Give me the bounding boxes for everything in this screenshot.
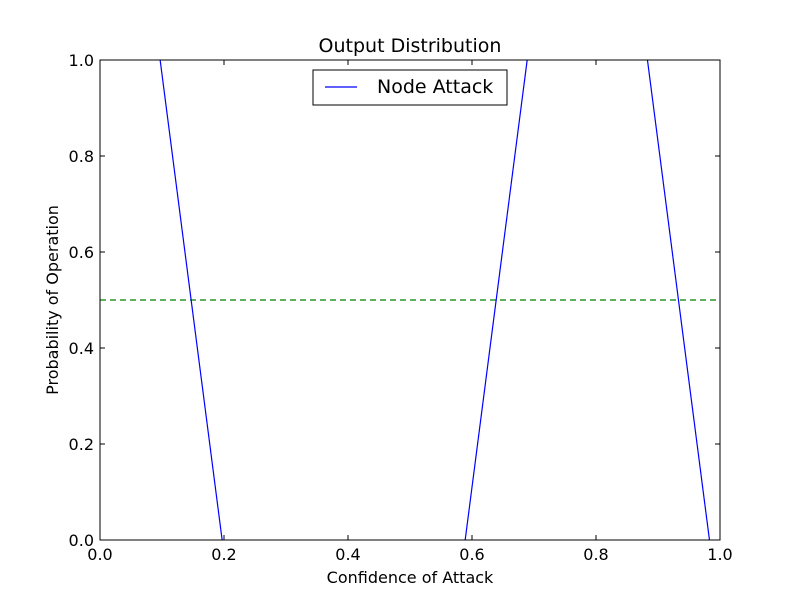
ticks-layer: 0.0 0.2 0.4 0.6 0.8 1.0 0.0 0.2 0.4 0.6 0.8 1.0 bbox=[69, 51, 733, 564]
x-axis-label: Confidence of Attack bbox=[327, 568, 494, 587]
series-line-0-segment-2 bbox=[646, 60, 711, 540]
plot-area: 0.0 0.2 0.4 0.6 0.8 1.0 0.0 0.2 0.4 0.6 0.8 1.0 bbox=[69, 51, 733, 564]
x-tick-label-2: 0.4 bbox=[335, 545, 360, 564]
x-tick-label-3: 0.6 bbox=[459, 545, 484, 564]
y-tick-label-5: 1.0 bbox=[69, 51, 94, 70]
y-tick-label-3: 0.6 bbox=[69, 243, 94, 262]
legend-label-node-attack: Node Attack bbox=[377, 76, 493, 98]
x-tick-label-1: 0.2 bbox=[211, 545, 236, 564]
x-tick-label-5: 1.0 bbox=[707, 545, 732, 564]
y-tick-label-1: 0.2 bbox=[69, 435, 94, 454]
x-tick-label-0: 0.0 bbox=[87, 545, 112, 564]
axes-frame bbox=[99, 59, 721, 541]
y-tick-label-0: 0.0 bbox=[69, 531, 94, 550]
y-tick-label-4: 0.8 bbox=[69, 147, 94, 166]
y-tick-label-2: 0.4 bbox=[69, 339, 94, 358]
y-axis-label: Probability of Operation bbox=[43, 205, 62, 395]
x-tick-label-4: 0.8 bbox=[583, 545, 608, 564]
lines-layer bbox=[100, 60, 720, 540]
series-line-0-segment-0 bbox=[159, 60, 223, 540]
series-line-0-segment-1 bbox=[464, 60, 528, 540]
legend: Node Attack bbox=[312, 69, 508, 106]
chart-title: Output Distribution bbox=[319, 35, 502, 57]
